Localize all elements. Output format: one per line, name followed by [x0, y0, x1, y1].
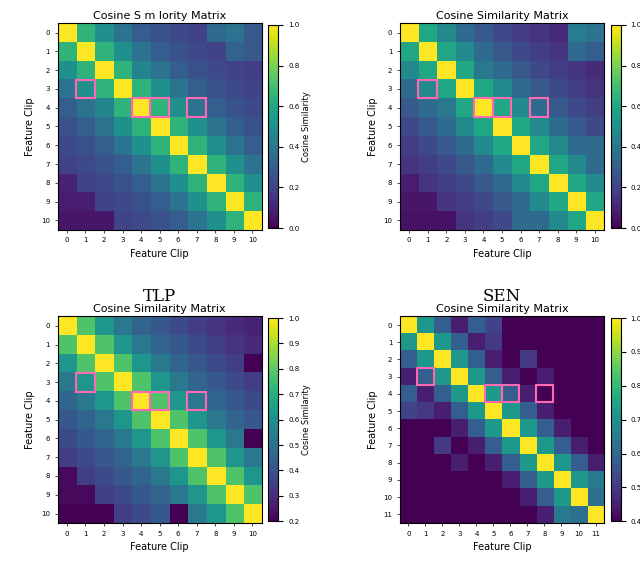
X-axis label: Feature Clip: Feature Clip: [131, 542, 189, 552]
Bar: [76, 80, 95, 98]
Text: TLP: TLP: [143, 288, 176, 304]
Bar: [417, 368, 434, 385]
Title: Cosine Similarity Matrix: Cosine Similarity Matrix: [93, 304, 226, 314]
Bar: [502, 385, 519, 403]
Bar: [188, 392, 206, 410]
Bar: [419, 80, 437, 98]
Bar: [150, 98, 169, 117]
Bar: [530, 98, 548, 117]
X-axis label: Feature Clip: Feature Clip: [473, 542, 531, 552]
Y-axis label: Feature Clip: Feature Clip: [368, 390, 378, 449]
Title: Cosine Similarity Matrix: Cosine Similarity Matrix: [436, 11, 568, 21]
Bar: [76, 373, 95, 392]
Y-axis label: Feature Clip: Feature Clip: [368, 97, 378, 156]
Title: Cosine S m lority Matrix: Cosine S m lority Matrix: [93, 11, 227, 21]
Bar: [150, 392, 169, 410]
Y-axis label: Cosine Similarity: Cosine Similarity: [302, 384, 311, 455]
Bar: [188, 98, 206, 117]
Bar: [493, 98, 511, 117]
Bar: [132, 392, 150, 410]
Bar: [536, 385, 553, 403]
X-axis label: Feature Clip: Feature Clip: [131, 249, 189, 259]
Y-axis label: Feature Clip: Feature Clip: [26, 97, 35, 156]
Bar: [474, 98, 493, 117]
Bar: [132, 98, 150, 117]
X-axis label: Feature Clip: Feature Clip: [473, 249, 531, 259]
Y-axis label: Cosine Similarity: Cosine Similarity: [302, 91, 311, 162]
Title: Cosine Similarity Matrix: Cosine Similarity Matrix: [436, 304, 568, 314]
Y-axis label: Feature Clip: Feature Clip: [26, 390, 35, 449]
Bar: [485, 385, 502, 403]
Text: SEN: SEN: [483, 288, 521, 304]
